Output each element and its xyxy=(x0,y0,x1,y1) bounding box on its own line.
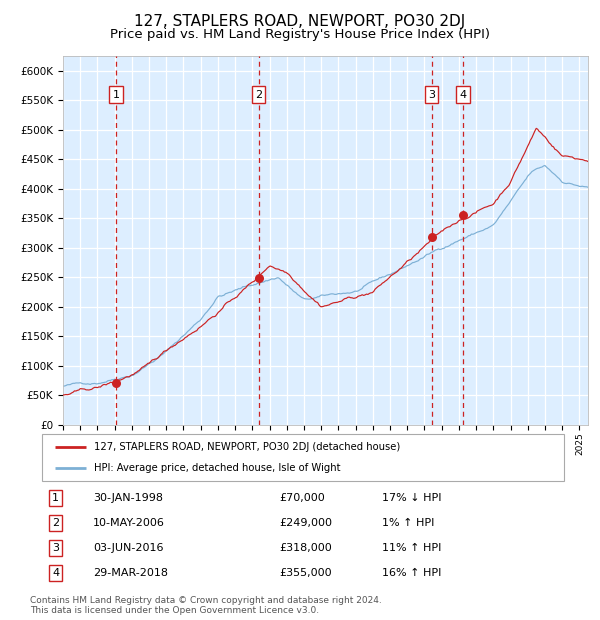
Text: 1% ↑ HPI: 1% ↑ HPI xyxy=(382,518,434,528)
Text: 2: 2 xyxy=(52,518,59,528)
Text: Price paid vs. HM Land Registry's House Price Index (HPI): Price paid vs. HM Land Registry's House … xyxy=(110,28,490,41)
Text: 127, STAPLERS ROAD, NEWPORT, PO30 2DJ (detached house): 127, STAPLERS ROAD, NEWPORT, PO30 2DJ (d… xyxy=(94,441,400,451)
Text: 16% ↑ HPI: 16% ↑ HPI xyxy=(382,569,442,578)
Text: HPI: Average price, detached house, Isle of Wight: HPI: Average price, detached house, Isle… xyxy=(94,463,341,473)
Text: 2: 2 xyxy=(255,89,262,100)
Text: 17% ↓ HPI: 17% ↓ HPI xyxy=(382,493,442,503)
Text: Contains HM Land Registry data © Crown copyright and database right 2024.
This d: Contains HM Land Registry data © Crown c… xyxy=(30,596,382,615)
Text: £249,000: £249,000 xyxy=(280,518,332,528)
Text: £355,000: £355,000 xyxy=(280,569,332,578)
Text: 11% ↑ HPI: 11% ↑ HPI xyxy=(382,543,442,553)
Text: £318,000: £318,000 xyxy=(280,543,332,553)
Text: 1: 1 xyxy=(113,89,119,100)
Text: 3: 3 xyxy=(52,543,59,553)
Text: £70,000: £70,000 xyxy=(280,493,325,503)
Text: 127, STAPLERS ROAD, NEWPORT, PO30 2DJ: 127, STAPLERS ROAD, NEWPORT, PO30 2DJ xyxy=(134,14,466,29)
Text: 1: 1 xyxy=(52,493,59,503)
Text: 29-MAR-2018: 29-MAR-2018 xyxy=(94,569,168,578)
FancyBboxPatch shape xyxy=(42,434,564,481)
Text: 4: 4 xyxy=(460,89,467,100)
Text: 10-MAY-2006: 10-MAY-2006 xyxy=(94,518,165,528)
Text: 03-JUN-2016: 03-JUN-2016 xyxy=(94,543,164,553)
Text: 30-JAN-1998: 30-JAN-1998 xyxy=(94,493,163,503)
Text: 4: 4 xyxy=(52,569,59,578)
Text: 3: 3 xyxy=(428,89,435,100)
